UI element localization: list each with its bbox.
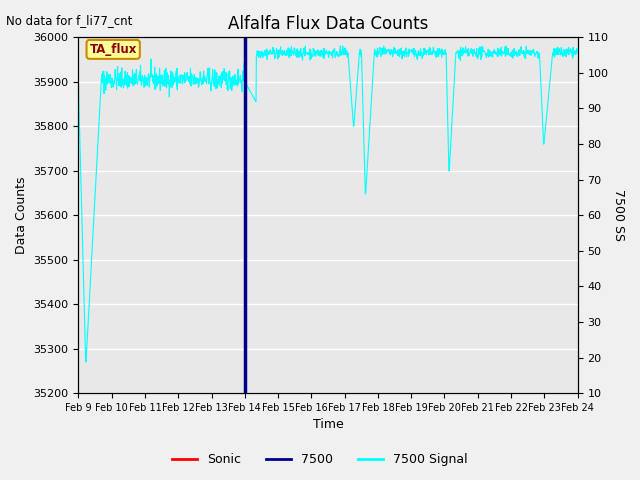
Y-axis label: 7500 SS: 7500 SS [612,189,625,241]
Y-axis label: Data Counts: Data Counts [15,177,28,254]
Title: Alfalfa Flux Data Counts: Alfalfa Flux Data Counts [228,15,428,33]
Text: No data for f_li77_cnt: No data for f_li77_cnt [6,14,132,27]
Text: TA_flux: TA_flux [90,43,137,56]
Legend: Sonic, 7500, 7500 Signal: Sonic, 7500, 7500 Signal [167,448,473,471]
X-axis label: Time: Time [312,419,344,432]
